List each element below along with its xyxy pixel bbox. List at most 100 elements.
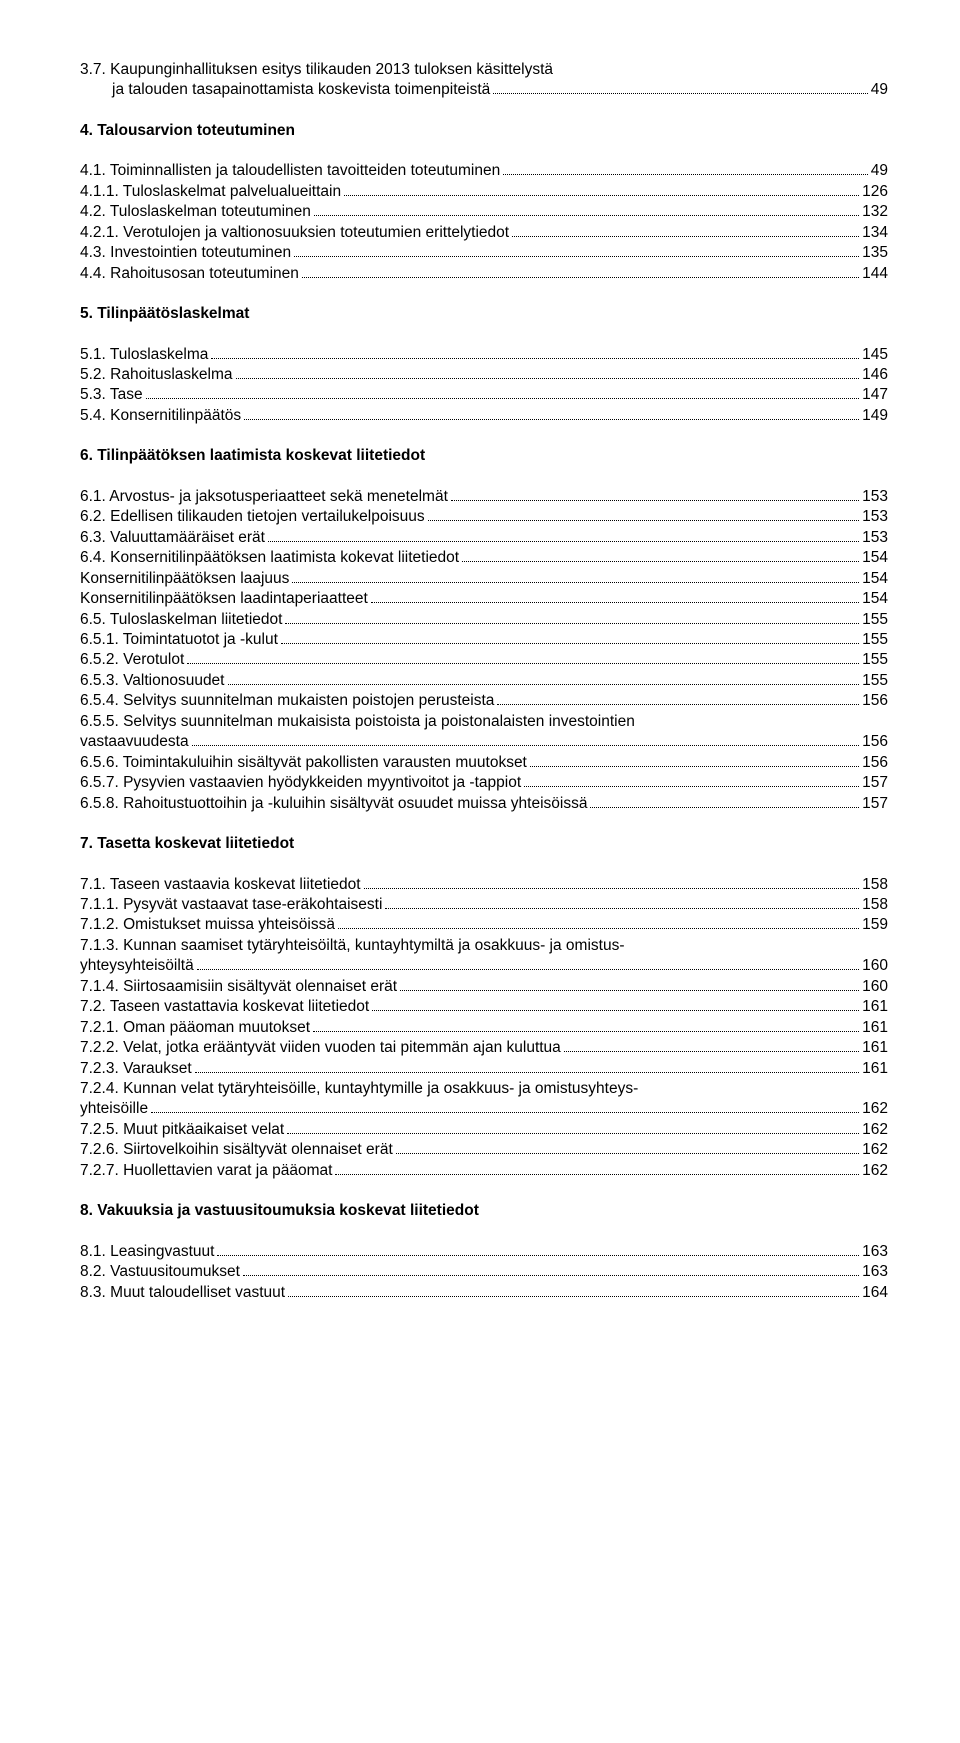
toc-leader-dots [503,174,868,175]
toc-entry: 7.2.4. Kunnan velat tytäryhteisöille, ku… [80,1079,888,1099]
toc-entry: 5.1. Tuloslaskelma145 [80,345,888,365]
toc-leader-dots [287,1133,859,1134]
toc-entry-label: 7.2.2. Velat, jotka erääntyvät viiden vu… [80,1038,561,1058]
toc-entry: 7.1.4. Siirtosaamisiin sisältyvät olenna… [80,977,888,997]
toc-entry-page: 162 [862,1140,888,1160]
toc-entry: 7.1. Taseen vastaavia koskevat liitetied… [80,875,888,895]
toc-entry: Konsernitilinpäätöksen laadintaperiaatte… [80,589,888,609]
toc-entry: 6.5.6. Toimintakuluihin sisältyvät pakol… [80,753,888,773]
spacer [80,325,888,345]
toc-entry: 4.1.1. Tuloslaskelmat palvelualueittain1… [80,182,888,202]
toc-entry: 7.1.1. Pysyvät vastaavat tase-eräkohtais… [80,895,888,915]
toc-entry-label: 6.5.8. Rahoitustuottoihin ja -kuluihin s… [80,794,587,814]
toc-leader-dots [294,256,859,257]
toc-entry-label: 7.2. Taseen vastattavia koskevat liiteti… [80,997,369,1017]
toc-entry: 7.1.2. Omistukset muissa yhteisöissä159 [80,915,888,935]
toc-entry-page: 155 [862,630,888,650]
toc-entry: 6.3. Valuuttamääräiset erät153 [80,528,888,548]
toc-leader-dots [268,541,859,542]
toc-entry-page: 154 [862,569,888,589]
toc-leader-dots [512,236,859,237]
toc-entry: 4.4. Rahoitusosan toteutuminen144 [80,264,888,284]
toc-leader-dots [428,520,859,521]
toc-leader-dots [285,623,859,624]
spacer [80,141,888,161]
toc-entry-label: 7.1.1. Pysyvät vastaavat tase-eräkohtais… [80,895,382,915]
toc-leader-dots [281,643,859,644]
toc-entry-page: 161 [862,1059,888,1079]
toc-entry-label: 4.2. Tuloslaskelman toteutuminen [80,202,311,222]
toc-entry: yhteisöille162 [80,1099,888,1119]
toc-entry: 8.3. Muut taloudelliset vastuut 164 [80,1283,888,1303]
toc-leader-dots [364,888,860,889]
toc-heading: 6. Tilinpäätöksen laatimista koskevat li… [80,446,888,466]
toc-entry-label: Konsernitilinpäätöksen laadintaperiaatte… [80,589,368,609]
toc-leader-dots [151,1112,859,1113]
toc-entry-page: 162 [862,1099,888,1119]
toc-entry: 7.2.7. Huollettavien varat ja pääomat162 [80,1161,888,1181]
toc-entry-label: 8.2. Vastuusitoumukset [80,1262,240,1282]
toc-entry-label: 6.1. Arvostus- ja jaksotusperiaatteet se… [80,487,448,507]
toc-entry-label: vastaavuudesta [80,732,189,752]
toc-entry-label: 7.2.6. Siirtovelkoihin sisältyvät olenna… [80,1140,393,1160]
toc-leader-dots [236,378,860,379]
toc-entry-label: 5.4. Konsernitilinpäätös [80,406,241,426]
toc-entry-page: 164 [862,1283,888,1303]
toc-leader-dots [462,561,859,562]
toc-heading: 5. Tilinpäätöslaskelmat [80,304,888,324]
toc-entry: 6.5.7. Pysyvien vastaavien hyödykkeiden … [80,773,888,793]
toc-entry: 7.1.3. Kunnan saamiset tytäryhteisöiltä,… [80,936,888,956]
toc-entry: 6.2. Edellisen tilikauden tietojen verta… [80,507,888,527]
toc-leader-dots [217,1255,859,1256]
toc-entry-page: 153 [862,487,888,507]
toc-entry-label: 7.1.4. Siirtosaamisiin sisältyvät olenna… [80,977,397,997]
toc-entry-page: 155 [862,610,888,630]
spacer [80,1222,888,1242]
toc-entry-page: 159 [862,915,888,935]
toc-leader-dots [292,582,859,583]
toc-heading: 4. Talousarvion toteutuminen [80,121,888,141]
toc-entry: 6.5.5. Selvitys suunnitelman mukaisista … [80,712,888,732]
toc-entry-label: 8.3. Muut taloudelliset vastuut [80,1283,285,1303]
toc-entry-label: yhteysyhteisöiltä [80,956,194,976]
toc-entry: 8.2. Vastuusitoumukset163 [80,1262,888,1282]
toc-entry: vastaavuudesta156 [80,732,888,752]
toc-entry-page: 158 [862,875,888,895]
toc-heading: 8. Vakuuksia ja vastuusitoumuksia koskev… [80,1201,888,1221]
toc-entry-page: 162 [862,1161,888,1181]
toc-leader-dots [590,807,859,808]
toc-entry: 4.2. Tuloslaskelman toteutuminen 132 [80,202,888,222]
toc-entry: Konsernitilinpäätöksen laajuus154 [80,569,888,589]
toc-entry-page: 153 [862,528,888,548]
toc-entry-page: 156 [862,753,888,773]
toc-entry-page: 49 [871,80,888,100]
toc-entry-page: 132 [862,202,888,222]
toc-entry-label: 3.7. Kaupunginhallituksen esitys tilikau… [80,60,553,80]
toc-entry-page: 149 [862,406,888,426]
spacer [80,284,888,304]
toc-entry: ja talouden tasapainottamista koskevista… [80,80,888,100]
toc-entry-page: 158 [862,895,888,915]
toc-leader-dots [497,704,859,705]
toc-entry-label: 6.5.6. Toimintakuluihin sisältyvät pakol… [80,753,527,773]
toc-leader-dots [371,602,859,603]
spacer [80,855,888,875]
toc-entry: 7.2.3. Varaukset161 [80,1059,888,1079]
toc-entry: 8.1. Leasingvastuut163 [80,1242,888,1262]
toc-leader-dots [187,663,859,664]
spacer [80,814,888,834]
toc-leader-dots [314,215,859,216]
toc-entry-page: 163 [862,1242,888,1262]
toc-entry-page: 144 [862,264,888,284]
toc-leader-dots [385,908,859,909]
toc-leader-dots [335,1174,859,1175]
table-of-contents: 3.7. Kaupunginhallituksen esitys tilikau… [80,60,888,1303]
toc-entry-label: ja talouden tasapainottamista koskevista… [112,80,490,100]
toc-entry: yhteysyhteisöiltä160 [80,956,888,976]
toc-entry-label: 6.5.2. Verotulot [80,650,184,670]
toc-leader-dots [372,1010,859,1011]
toc-entry-page: 157 [862,773,888,793]
toc-entry: 6.5.3. Valtionosuudet155 [80,671,888,691]
toc-leader-dots [244,419,859,420]
toc-entry: 7.2.5. Muut pitkäaikaiset velat162 [80,1120,888,1140]
